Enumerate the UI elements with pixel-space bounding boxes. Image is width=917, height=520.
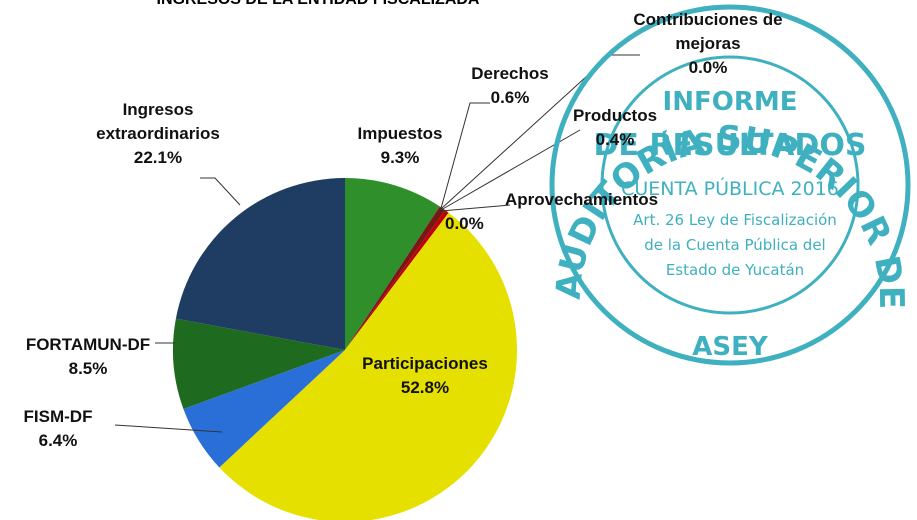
- stamp-text: Estado de Yucatán: [666, 261, 804, 279]
- pie-slice: [345, 178, 440, 350]
- pie-slice: [183, 350, 345, 468]
- slice-label: FORTAMUN-DF 8.5%: [0, 333, 178, 381]
- slice-name: Productos: [572, 106, 658, 125]
- stamp-text: de la Cuenta Pública del: [644, 236, 825, 254]
- slice-value: 52.8%: [400, 378, 450, 397]
- pie-slice: [345, 210, 449, 350]
- stamp-text: ASEY: [692, 332, 769, 362]
- slice-value: 8.5%: [68, 359, 108, 378]
- stamp-text: Art. 26 Ley de Fiscalización: [633, 211, 837, 229]
- slice-value: 0.4%: [595, 130, 635, 149]
- stamp-text: INFORME: [663, 87, 798, 117]
- slice-label: Impuestos 9.3%: [350, 122, 450, 170]
- slice-value: 0.0%: [445, 214, 484, 233]
- slice-name: Aprovechamientos: [505, 190, 659, 209]
- slice-name: FISM-DF: [23, 407, 93, 426]
- slice-value: 22.1%: [133, 148, 183, 167]
- stamp-inner-ring: [600, 55, 860, 315]
- slice-name: Impuestos: [357, 124, 443, 143]
- slice-value: 0.0%: [688, 58, 728, 77]
- slice-name: Contribuciones de mejoras: [633, 10, 783, 53]
- chart-title: INGRESOS DE LA ENTIDAD FISCALIZADA: [157, 0, 480, 8]
- slice-name: Derechos: [471, 64, 549, 83]
- pie-slice: [345, 206, 446, 350]
- pie-slice: [175, 178, 345, 350]
- slice-name: FORTAMUN-DF: [25, 335, 151, 354]
- slice-label: Aprovechamientos 0.0%: [445, 188, 695, 236]
- stamp-text: DE RESULTADOS: [594, 128, 867, 163]
- slice-label: Contribuciones de mejoras 0.0%: [608, 8, 808, 80]
- pie: [172, 178, 517, 520]
- slice-value: 9.3%: [380, 148, 420, 167]
- slice-label: FISM-DF 6.4%: [3, 405, 113, 453]
- pie-slice: [172, 318, 345, 409]
- stamp-ring: [549, 4, 911, 366]
- slice-label: Derechos 0.6%: [465, 62, 555, 110]
- slice-label: Participaciones 52.8%: [325, 352, 525, 400]
- stamp-text: CUENTA PÚBLICA 2016: [621, 176, 839, 200]
- slice-value: 0.6%: [490, 88, 530, 107]
- slice-name: Participaciones: [362, 354, 488, 373]
- pie-slice: [219, 212, 517, 520]
- slice-name: Ingresos extraordinarios: [96, 100, 220, 143]
- slice-label: Productos 0.4%: [560, 104, 670, 152]
- slice-label: Ingresos extraordinarios 22.1%: [68, 98, 248, 170]
- slice-value: 6.4%: [38, 431, 78, 450]
